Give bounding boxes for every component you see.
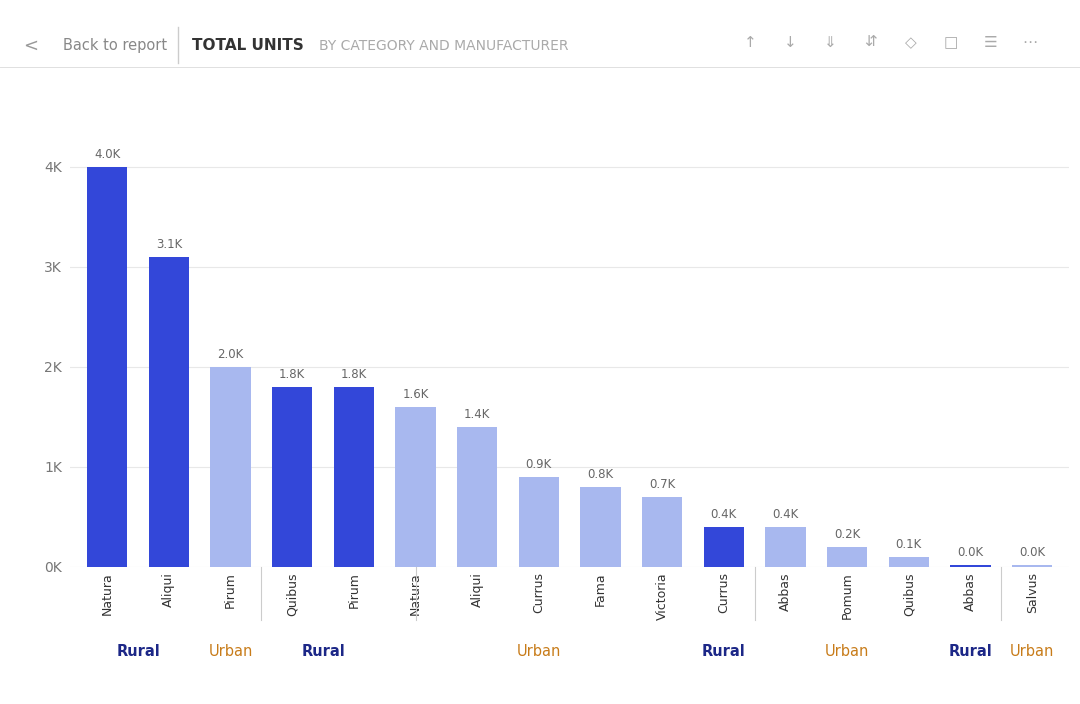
Text: TOTAL UNITS: TOTAL UNITS bbox=[192, 38, 303, 54]
Bar bbox=[1012, 565, 1052, 567]
Text: 1.8K: 1.8K bbox=[279, 368, 306, 382]
Text: Urban: Urban bbox=[208, 643, 253, 659]
Bar bbox=[643, 497, 683, 567]
Bar bbox=[580, 486, 621, 567]
Text: 1.4K: 1.4K bbox=[464, 408, 490, 421]
Bar bbox=[950, 565, 990, 567]
Text: ☰: ☰ bbox=[984, 34, 997, 50]
Bar bbox=[211, 367, 251, 567]
Text: 0.2K: 0.2K bbox=[834, 528, 861, 541]
Text: <: < bbox=[23, 37, 38, 55]
Text: 1.8K: 1.8K bbox=[341, 368, 367, 382]
Bar bbox=[457, 427, 497, 567]
Bar bbox=[149, 257, 189, 567]
Text: ⋯: ⋯ bbox=[1023, 34, 1038, 50]
Text: ↑: ↑ bbox=[744, 34, 757, 50]
Bar bbox=[766, 527, 806, 567]
Text: 0.1K: 0.1K bbox=[895, 539, 922, 551]
Text: 0.4K: 0.4K bbox=[711, 508, 737, 521]
Bar bbox=[395, 407, 435, 567]
Bar bbox=[334, 386, 374, 567]
Text: 0.7K: 0.7K bbox=[649, 478, 675, 491]
Bar bbox=[272, 386, 312, 567]
Text: 0.9K: 0.9K bbox=[526, 458, 552, 471]
Text: ◇: ◇ bbox=[905, 34, 916, 50]
Text: Rural: Rural bbox=[948, 643, 993, 659]
Text: ↓: ↓ bbox=[784, 34, 797, 50]
Bar bbox=[704, 527, 744, 567]
Bar bbox=[87, 167, 127, 567]
Text: Rural: Rural bbox=[702, 643, 746, 659]
Text: Urban: Urban bbox=[516, 643, 561, 659]
Text: Rural: Rural bbox=[117, 643, 160, 659]
Text: 0.4K: 0.4K bbox=[772, 508, 798, 521]
Bar bbox=[827, 547, 867, 567]
Bar bbox=[518, 477, 559, 567]
Text: 0.0K: 0.0K bbox=[958, 546, 984, 560]
Text: Urban: Urban bbox=[825, 643, 869, 659]
Text: Back to report: Back to report bbox=[63, 38, 166, 54]
Text: 0.8K: 0.8K bbox=[588, 468, 613, 482]
Text: BY CATEGORY AND MANUFACTURER: BY CATEGORY AND MANUFACTURER bbox=[319, 39, 568, 53]
Text: ⇵: ⇵ bbox=[864, 34, 877, 50]
Text: 4.0K: 4.0K bbox=[94, 149, 120, 161]
Bar bbox=[889, 557, 929, 567]
Text: 3.1K: 3.1K bbox=[156, 238, 183, 251]
Text: Urban: Urban bbox=[1010, 643, 1054, 659]
Text: □: □ bbox=[943, 34, 958, 50]
Text: 0.0K: 0.0K bbox=[1020, 546, 1045, 560]
Text: 2.0K: 2.0K bbox=[217, 348, 244, 361]
Text: 1.6K: 1.6K bbox=[403, 388, 429, 401]
Text: Rural: Rural bbox=[301, 643, 345, 659]
Text: ⇓: ⇓ bbox=[824, 34, 837, 50]
